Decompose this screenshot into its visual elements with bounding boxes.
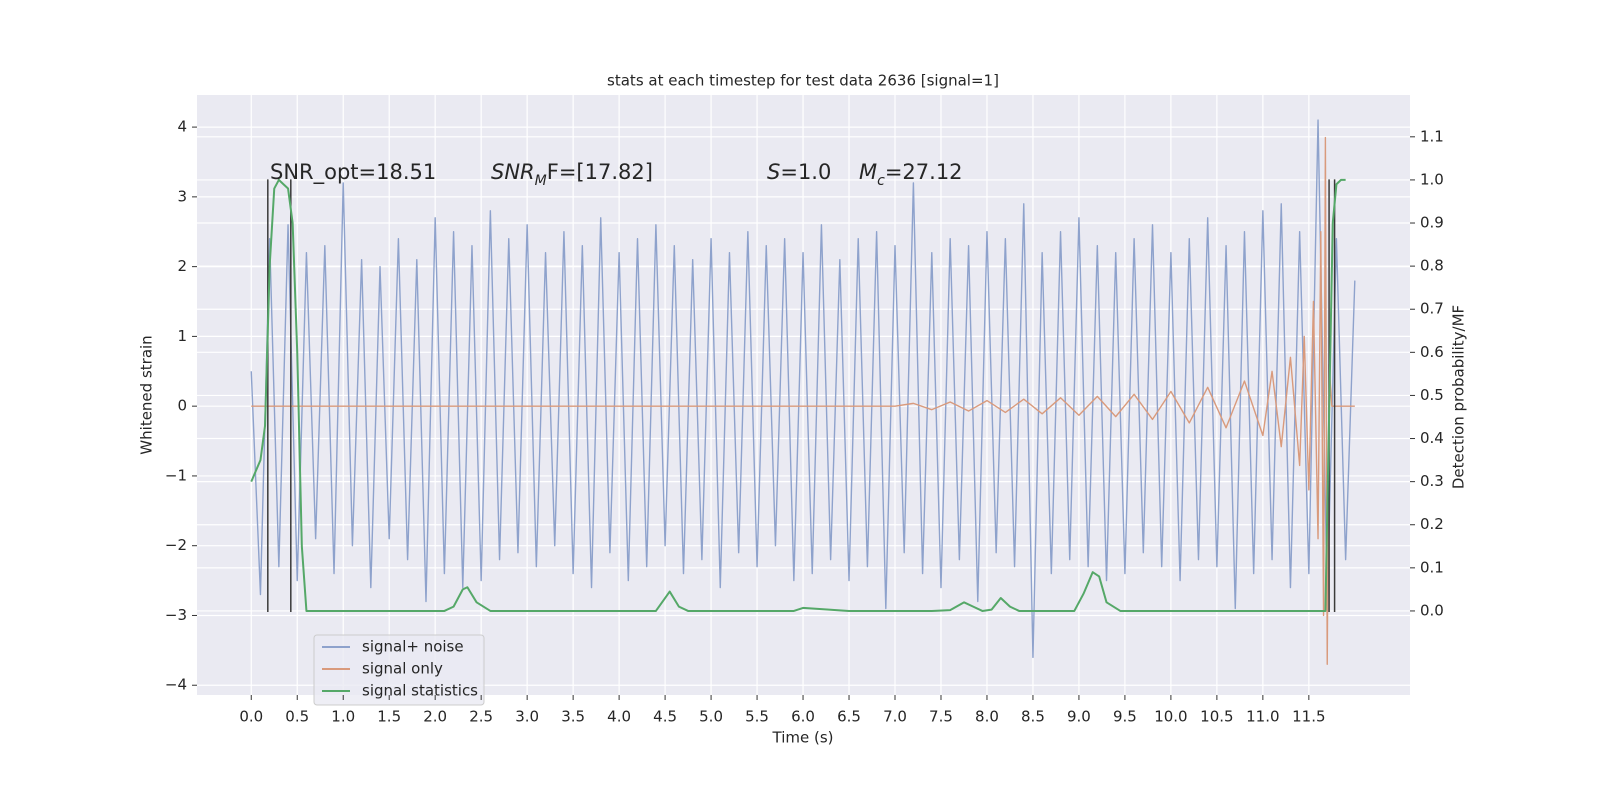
y-tick-label: 4 <box>177 118 187 136</box>
x-tick-label: 4.5 <box>653 708 677 726</box>
annotation: S=1.0 <box>767 160 831 184</box>
x-tick-label: 6.0 <box>791 708 815 726</box>
x-tick-label: 8.5 <box>1021 708 1045 726</box>
y2-tick-label: 0.9 <box>1420 214 1444 232</box>
chart-title: stats at each timestep for test data 263… <box>607 72 999 90</box>
y-tick-label: −1 <box>165 466 187 484</box>
x-axis-label: Time (s) <box>772 729 834 747</box>
y-tick-label: −3 <box>165 606 187 624</box>
x-tick-label: 1.5 <box>377 708 401 726</box>
legend-box <box>313 634 485 706</box>
annotation-part: M <box>535 173 547 189</box>
x-tick-label: 10.5 <box>1200 708 1233 726</box>
annotation: SNRMF=[17.82] <box>491 160 653 189</box>
y-tick-label: −2 <box>165 536 187 554</box>
y2-tick-label: 0.5 <box>1420 386 1444 404</box>
x-tick-label: 1.0 <box>331 708 355 726</box>
annotation-part: SNR_opt=18.51 <box>270 160 436 185</box>
x-tick-label: 3.0 <box>515 708 539 726</box>
x-tick-label: 5.0 <box>699 708 723 726</box>
x-tick-label: 6.5 <box>837 708 861 726</box>
legend-label: signal+ noise <box>362 638 464 656</box>
annotation-part: F=[17.82] <box>547 160 653 184</box>
x-tick-label: 0.0 <box>239 708 263 726</box>
marks <box>250 119 1356 666</box>
y-axis-label: Whitened strain <box>138 335 156 454</box>
x-tick-label: 0.5 <box>285 708 309 726</box>
x-tick-label: 9.0 <box>1067 708 1091 726</box>
x-tick-label: 10.0 <box>1154 708 1187 726</box>
annotation: Mc=27.12 <box>859 160 963 189</box>
annotation-part: c <box>877 173 885 189</box>
annotation-part: S <box>767 160 780 184</box>
y2-axis-label: Detection probability/MF <box>1450 305 1468 489</box>
x-tick-label: 7.5 <box>929 708 953 726</box>
annotation-part: =27.12 <box>885 160 963 184</box>
x-tick-label: 7.0 <box>883 708 907 726</box>
y-tick-label: −4 <box>165 676 187 694</box>
x-tick-label: 3.5 <box>561 708 585 726</box>
annotation-part: SNR <box>491 160 535 184</box>
series-line <box>250 178 1346 612</box>
y-tick-label: 3 <box>177 187 187 205</box>
y-tick-label: 0 <box>177 397 187 415</box>
y2-tick-label: 0.0 <box>1420 601 1444 619</box>
x-tick-label: 4.0 <box>607 708 631 726</box>
legend-label: signal statistics <box>362 682 478 700</box>
y-tick-label: 1 <box>177 327 187 345</box>
y2-tick-label: 1.0 <box>1420 170 1444 188</box>
x-tick-label: 11.0 <box>1246 708 1279 726</box>
y2-tick-label: 0.4 <box>1420 429 1444 447</box>
y-tick-label: 2 <box>177 257 187 275</box>
series-line <box>250 119 1356 659</box>
annotation-part: M <box>859 160 877 184</box>
x-tick-label: 8.0 <box>975 708 999 726</box>
x-tick-label: 11.5 <box>1292 708 1325 726</box>
y2-tick-label: 0.6 <box>1420 343 1444 361</box>
series-line <box>251 136 1355 666</box>
y2-tick-label: 0.3 <box>1420 472 1444 490</box>
y2-tick-label: 0.2 <box>1420 515 1444 533</box>
annotation: SNR_opt=18.51 <box>270 160 436 185</box>
x-tick-label: 2.5 <box>469 708 493 726</box>
y2-tick-label: 0.1 <box>1420 558 1444 576</box>
annotation-part: =1.0 <box>780 160 831 184</box>
y2-tick-label: 0.7 <box>1420 300 1444 318</box>
x-tick-label: 5.5 <box>745 708 769 726</box>
y2-tick-label: 1.1 <box>1420 127 1444 145</box>
y2-tick-label: 0.8 <box>1420 257 1444 275</box>
x-tick-label: 9.5 <box>1113 708 1137 726</box>
x-tick-label: 2.0 <box>423 708 447 726</box>
legend-label: signal only <box>362 660 443 678</box>
legend: signal+ noise signal only signal statistic… <box>313 634 485 706</box>
